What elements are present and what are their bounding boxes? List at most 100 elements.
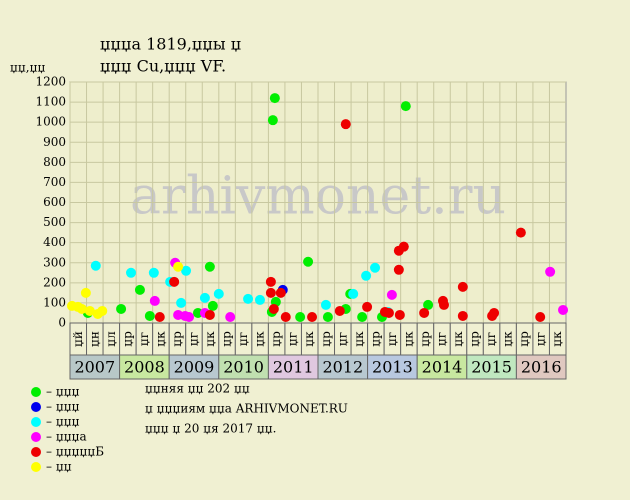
legend-marker: [31, 447, 41, 457]
x-subtick-label: џг: [335, 332, 349, 346]
data-point: [295, 311, 306, 322]
data-point: [204, 261, 215, 272]
legend-marker: [31, 417, 41, 427]
y-tick-label: 800: [43, 155, 66, 169]
x-subtick-label: џр: [517, 331, 531, 347]
x-subtick-label: џг: [534, 332, 548, 346]
data-point: [267, 115, 278, 126]
data-point: [386, 289, 397, 300]
data-point: [535, 311, 546, 322]
x-subtick-label: џг: [137, 332, 151, 346]
data-point: [213, 288, 224, 299]
data-point: [173, 261, 184, 272]
data-point: [204, 309, 215, 320]
y-tick-label: 1200: [35, 75, 66, 89]
data-point: [362, 301, 373, 312]
x-subtick-label: џр: [269, 331, 283, 347]
data-point: [126, 267, 137, 278]
x-subtick-label: џг: [484, 332, 498, 346]
chart-subtitle: џџџ Cu,џџџ VF.: [100, 57, 226, 76]
x-subtick-label: џр: [418, 331, 432, 347]
data-point: [515, 227, 526, 238]
y-tick-label: 1100: [35, 95, 66, 109]
note: џџняя џџ 202 џџ: [145, 382, 250, 396]
year-cell: [416, 354, 468, 380]
legend-label: – џџџ: [46, 385, 80, 399]
data-point: [243, 293, 254, 304]
data-point: [357, 311, 368, 322]
year-cell: [515, 354, 567, 380]
x-tick-label: 2009: [174, 358, 215, 377]
legend-label: – џџџ: [46, 400, 80, 414]
data-point: [400, 101, 411, 112]
x-subtick-label: џк: [253, 331, 267, 347]
data-point: [76, 303, 87, 314]
data-point: [192, 307, 203, 318]
data-point: [144, 310, 155, 321]
y-tick-label: 700: [43, 175, 66, 189]
x-subtick-label: џл: [104, 331, 118, 347]
x-subtick-label: џр: [170, 331, 184, 347]
data-point: [280, 311, 291, 322]
data-point: [489, 307, 500, 318]
legend-marker: [31, 432, 41, 442]
legend-marker: [31, 402, 41, 412]
x-tick-label: 2015: [471, 358, 512, 377]
y-tick-label: 400: [43, 235, 66, 249]
x-subtick-label: џр: [319, 331, 333, 347]
note: џ џџџиям џџа ARHIVMONET.RU: [145, 402, 348, 416]
data-point: [334, 305, 345, 316]
legend-marker: [31, 387, 41, 397]
x-subtick-label: џр: [468, 331, 482, 347]
data-point: [457, 281, 468, 292]
x-subtick-label: џр: [368, 331, 382, 347]
data-point: [340, 119, 351, 130]
data-point: [116, 303, 127, 314]
y-tick-label: 100: [43, 295, 66, 309]
data-point: [265, 287, 276, 298]
year-cell: [119, 354, 170, 380]
x-subtick-label: џг: [286, 332, 300, 346]
data-point: [457, 310, 468, 321]
data-point: [149, 295, 160, 306]
x-subtick-label: џн: [87, 331, 101, 347]
x-subtick-label: џк: [550, 331, 564, 347]
data-point: [184, 311, 195, 322]
x-subtick-label: џк: [302, 331, 316, 347]
data-point: [423, 299, 434, 310]
x-subtick-label: џк: [501, 331, 515, 347]
data-point: [307, 311, 318, 322]
x-tick-label: 2010: [223, 358, 264, 377]
data-point: [181, 265, 192, 276]
y-tick-label: 600: [43, 195, 66, 209]
x-subtick-label: џк: [451, 331, 465, 347]
legend-label: – џџџ: [46, 415, 80, 429]
legend-label: – џџ: [46, 460, 72, 474]
data-point: [303, 256, 314, 267]
data-point: [275, 287, 286, 298]
data-point: [199, 292, 210, 303]
year-cell: [466, 354, 517, 380]
data-point: [90, 260, 101, 271]
note: џџџ џ 20 џя 2017 џџ.: [145, 422, 276, 436]
data-point: [320, 299, 331, 310]
x-subtick-label: џг: [435, 332, 449, 346]
legend-label: – џџџа: [46, 430, 87, 444]
data-point: [268, 303, 279, 314]
data-point: [370, 262, 381, 273]
y-tick-label: 0: [58, 316, 66, 330]
data-point: [225, 311, 236, 322]
legend-label: – џџџџџБ: [46, 445, 104, 459]
y-tick-label: 200: [43, 275, 66, 289]
data-point: [361, 270, 372, 281]
x-subtick-label: џр: [120, 331, 134, 347]
x-subtick-label: џк: [401, 331, 415, 347]
y-tick-label: 500: [43, 215, 66, 229]
data-point: [207, 300, 218, 311]
data-point: [394, 309, 405, 320]
data-point: [398, 241, 409, 252]
x-subtick-label: џк: [203, 331, 217, 347]
y-axis-label: џџ,џџ: [10, 61, 45, 75]
data-point: [269, 93, 280, 104]
